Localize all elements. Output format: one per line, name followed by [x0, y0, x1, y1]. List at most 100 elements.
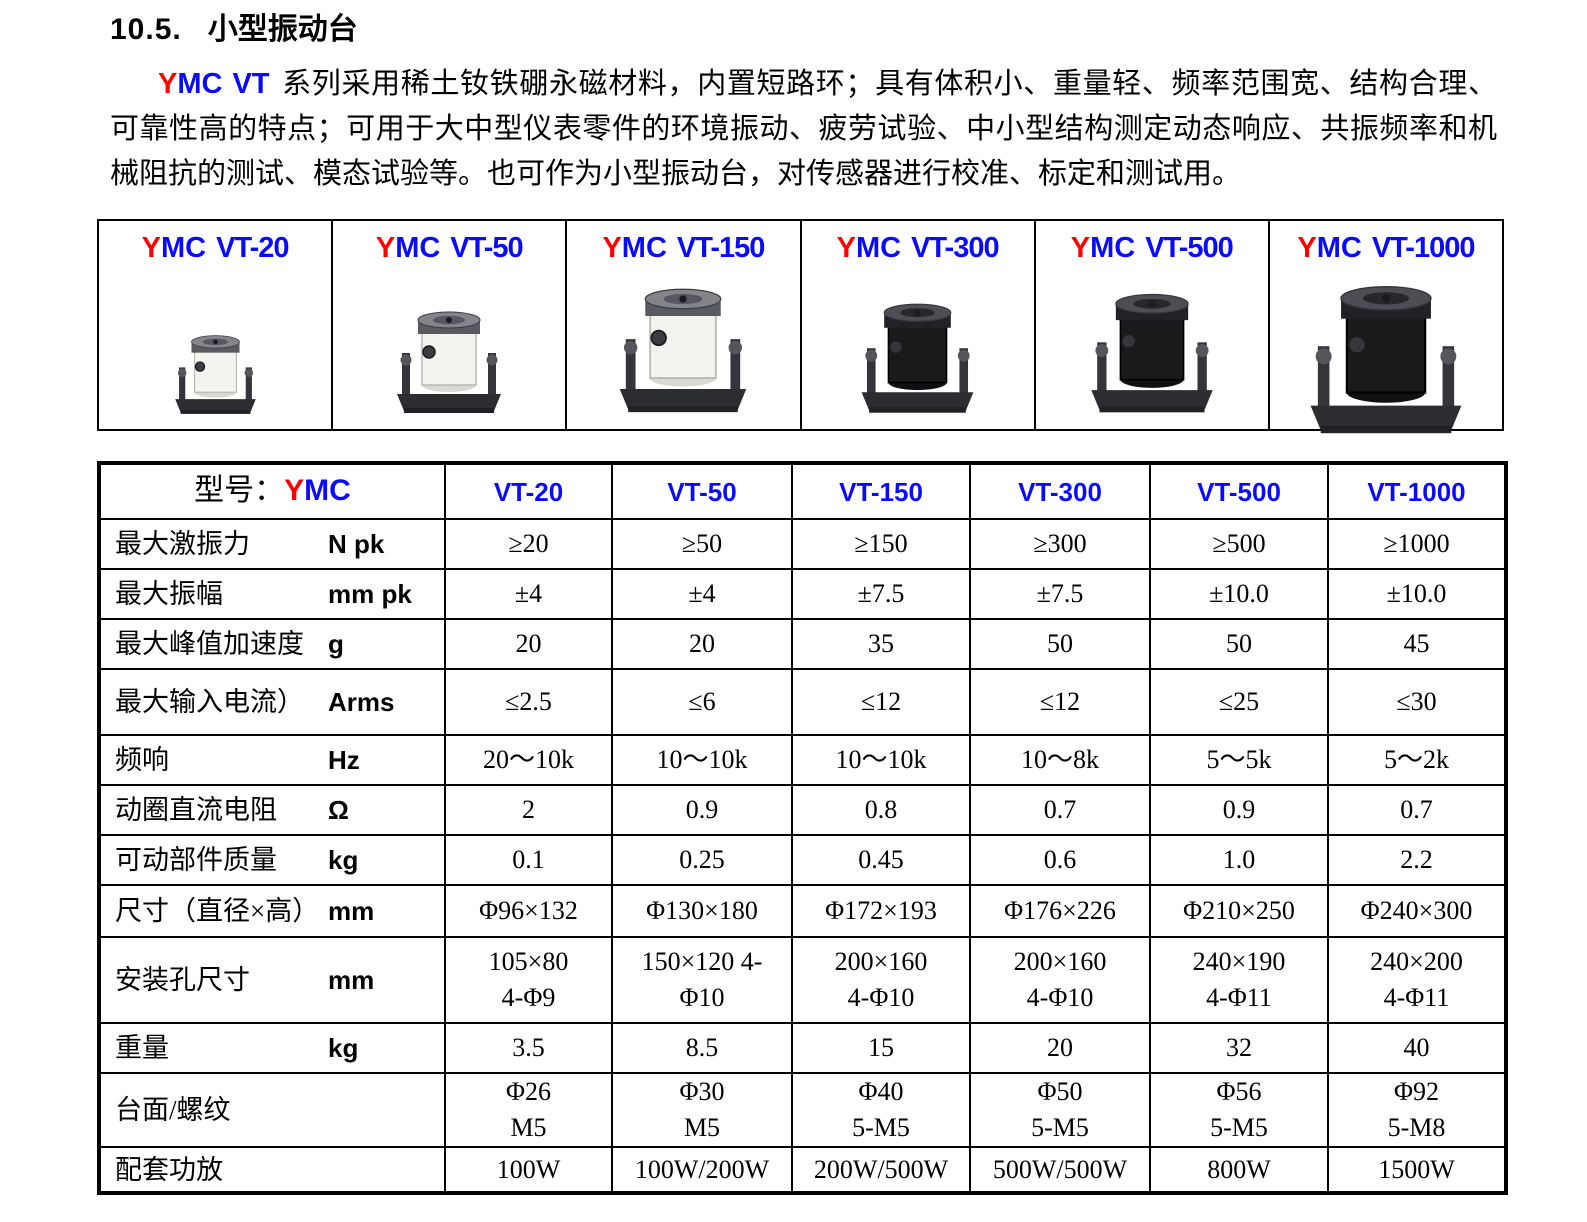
spec-row-label-cell: 最大峰值加速度 g: [98, 618, 446, 670]
product-model: VT-150: [676, 232, 765, 264]
spec-parameter-name: 安装孔尺寸: [115, 965, 250, 995]
product-model: VT-500: [1145, 232, 1233, 264]
spec-row: 动圈直流电阻 Ω 2 0.9 0.8 0.7 0.9 0.7: [98, 784, 1507, 836]
spec-value-cell: 45: [1327, 618, 1507, 670]
spec-value-cell: 500W/500W: [969, 1146, 1151, 1194]
spec-value-cell: Φ210×250: [1149, 884, 1329, 938]
brand-logo: YMC: [284, 474, 351, 507]
product-title: YMC VT-300: [836, 231, 1000, 265]
spec-value-cell: 0.25: [611, 834, 793, 886]
spec-parameter-name: 配套功放: [115, 1154, 223, 1185]
spec-value-cell: ≤12: [969, 668, 1151, 736]
shaker-illustration: [174, 335, 256, 414]
shaker-illustration: [1091, 293, 1213, 413]
spec-value-cell: ≥300: [969, 518, 1151, 570]
spec-value-cell: 0.9: [1149, 784, 1329, 836]
spec-row-label-cell: 重量 kg: [98, 1022, 446, 1074]
spec-row: 频响 Hz 20～10k 10～10k 10～10k 10～8k 5～5k 5～2k: [98, 734, 1507, 786]
spec-value-cell: Φ172×193: [791, 884, 971, 938]
spec-value-cell: ≤25: [1149, 668, 1329, 736]
spec-value-cell: Φ240×300: [1327, 884, 1507, 938]
spec-value-cell: 20: [444, 618, 613, 670]
brand-y: Y: [1297, 232, 1317, 264]
spec-value-cell: ±4: [611, 568, 793, 620]
spec-value-cell: 50: [1149, 618, 1329, 670]
spec-value-cell: Φ50 5-M5: [969, 1072, 1151, 1148]
spec-value-cell: 100W/200W: [611, 1146, 793, 1194]
spec-value-cell: 15: [791, 1022, 971, 1074]
spec-col-header-vt-1000: VT-1000: [1327, 462, 1507, 520]
brand-mc: MC: [395, 232, 441, 264]
spec-parameter-unit: kg: [328, 1033, 359, 1063]
spec-col-header-vt-150: VT-150: [791, 462, 971, 520]
product-model: VT-1000: [1371, 232, 1476, 264]
spec-value-cell: 35: [791, 618, 971, 670]
spec-row: 可动部件质量 kg 0.1 0.25 0.45 0.6 1.0 2.2: [98, 834, 1507, 886]
spec-value-cell: ≤2.5: [444, 668, 613, 736]
brand-mc: MC: [161, 232, 207, 264]
spec-parameter-unit: kg: [328, 845, 359, 875]
product-image: [610, 265, 756, 429]
shaker-illustration: [861, 303, 974, 413]
section-number: 10.5.: [110, 13, 182, 46]
spec-table: 型号：YMC VT-20 VT-50 VT-150 VT-300 VT-500 VT-100…: [97, 461, 1508, 1195]
brand-series: VT: [232, 68, 270, 100]
spec-value-cell: 20: [969, 1022, 1151, 1074]
spec-value-cell: 3.5: [444, 1022, 613, 1074]
spec-parameter-name: 最大峰值加速度: [115, 629, 304, 659]
spec-value-cell: 50: [969, 618, 1151, 670]
spec-parameter-name: 最大激振力: [115, 529, 250, 559]
product-cell-vt-1000: YMC VT-1000: [1270, 221, 1502, 434]
product-cell-vt-50: YMC VT-50: [333, 221, 568, 429]
spec-value-cell: 1.0: [1149, 834, 1329, 886]
spec-value-cell: 0.6: [969, 834, 1151, 886]
spec-value-cell: 10～10k: [791, 734, 971, 786]
spec-value-cell: 100W: [444, 1146, 613, 1194]
brand-y: Y: [1070, 232, 1091, 264]
model-label: 型号：: [194, 474, 285, 507]
brand-y: Y: [141, 232, 162, 264]
product-image: [169, 265, 262, 429]
product-image: [853, 265, 982, 429]
brand-mc: MC: [1316, 232, 1362, 264]
spec-value-cell: 20～10k: [444, 734, 613, 786]
spec-value-cell: 0.9: [611, 784, 793, 836]
spec-value-cell: 32: [1149, 1022, 1329, 1074]
spec-value-cell: 200W/500W: [791, 1146, 971, 1194]
spec-value-cell: ±7.5: [791, 568, 971, 620]
spec-parameter-name: 可动部件质量: [115, 845, 277, 875]
spec-value-cell: ≥50: [611, 518, 793, 570]
brand-mc: MC: [621, 232, 667, 264]
spec-value-cell: ±10.0: [1327, 568, 1507, 620]
spec-row: 最大峰值加速度 g 20 20 35 50 50 45: [98, 618, 1507, 670]
spec-parameter-unit: mm: [328, 965, 375, 995]
spec-value-cell: 200×160 4-Φ10: [791, 936, 971, 1024]
spec-value-cell: 0.1: [444, 834, 613, 886]
brand-y: Y: [602, 232, 622, 264]
spec-row-label-cell: 最大振幅 mm pk: [98, 568, 446, 620]
product-title: YMC VT-50: [376, 231, 524, 265]
spec-row-label-cell: 安装孔尺寸 mm: [98, 936, 446, 1024]
spec-value-cell: 105×80 4-Φ9: [444, 936, 613, 1024]
spec-value-cell: 8.5: [611, 1022, 793, 1074]
spec-parameter-unit: mm pk: [328, 579, 412, 609]
spec-value-cell: 2.2: [1327, 834, 1507, 886]
product-cell-vt-500: YMC VT-500: [1036, 221, 1270, 429]
spec-col-header-vt-300: VT-300: [969, 462, 1151, 520]
spec-value-cell: 20: [611, 618, 793, 670]
brand-mc: MC: [1090, 232, 1136, 264]
spec-parameter-unit: Ω: [328, 795, 349, 825]
spec-row: 最大输入电流） Arms ≤2.5 ≤6 ≤12 ≤12 ≤25 ≤30: [98, 668, 1507, 736]
section-heading: 10.5. 小型振动台: [110, 12, 1587, 48]
intro-paragraph: YMC VT 系列采用稀土钕铁硼永磁材料，内置短路环；具有体积小、重量轻、频率范围宽…: [110, 62, 1497, 197]
spec-col-header-vt-50: VT-50: [611, 462, 793, 520]
spec-value-cell: 0.45: [791, 834, 971, 886]
product-cell-vt-150: YMC VT-150: [567, 221, 802, 429]
product-title: YMC VT-1000: [1297, 231, 1476, 265]
spec-value-cell: Φ176×226: [969, 884, 1151, 938]
spec-value-cell: 40: [1327, 1022, 1507, 1074]
spec-value-cell: ±7.5: [969, 568, 1151, 620]
brand-mc: MC: [855, 232, 902, 264]
brand-y: Y: [836, 232, 856, 264]
spec-col-header-vt-500: VT-500: [1149, 462, 1329, 520]
